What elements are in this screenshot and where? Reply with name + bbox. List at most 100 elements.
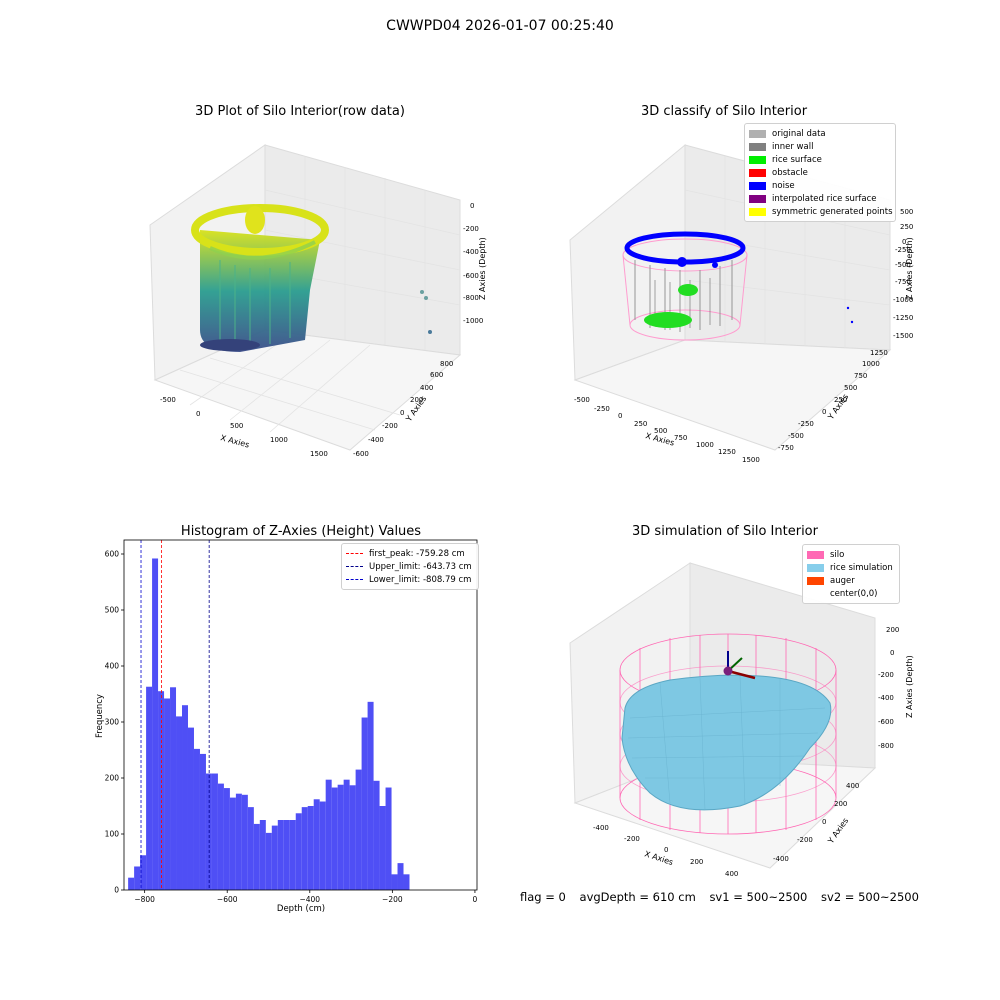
simulation-y-axis-label: Y Axies	[826, 816, 851, 846]
raw-z-tick: 0	[470, 202, 474, 210]
legend-label: inner wall	[772, 141, 814, 152]
legend-item: interpolated rice surface	[749, 192, 891, 205]
center-marker	[723, 666, 733, 676]
raw-y-tick: 800	[440, 360, 453, 368]
histogram-bar	[397, 863, 404, 890]
legend-item: inner wall	[749, 140, 891, 153]
legend-label: first_peak: -759.28 cm	[369, 548, 465, 559]
histogram-bar	[247, 807, 254, 890]
histogram-bar	[331, 787, 338, 890]
legend-swatch	[749, 194, 766, 203]
classify-x-tick: 1000	[696, 441, 714, 449]
histogram-y-ticks: 0 100 200 300 400 500 600	[105, 550, 124, 895]
histogram-bar	[373, 780, 380, 890]
simulation-3d-plot[interactable]: -400 -200 0 200 400 -400 -200 0 200 400 …	[560, 548, 930, 878]
histogram-chart[interactable]: −800 −600 −400 −200 0 0 100 200 300 400 500 600 De…	[80, 535, 490, 920]
histogram-bar	[337, 784, 344, 890]
raw-point-cloud	[191, 204, 432, 352]
status-line: flag = 0 avgDepth = 610 cm sv1 = 500~250…	[520, 890, 919, 904]
legend-line	[346, 566, 363, 567]
simulation-y-tick: 200	[834, 800, 847, 808]
classify-x-tick: 500	[654, 427, 667, 435]
legend-swatch	[749, 168, 766, 177]
floor-pane	[573, 339, 892, 451]
histogram-bar	[128, 877, 135, 890]
histogram-bar	[217, 783, 224, 890]
classify-x-tick: 1250	[718, 448, 736, 456]
legend-swatch	[807, 563, 824, 572]
histogram-y-axis-label: Frequency	[95, 694, 105, 738]
histogram-bar	[229, 797, 236, 890]
classify-z-tick: 250	[900, 223, 913, 231]
histogram-bar	[385, 787, 392, 890]
legend-swatch	[749, 207, 766, 216]
classify-x-tick: 0	[618, 412, 622, 420]
classify-z-tick: -750	[895, 278, 911, 286]
simulation-z-axis-label: Z Axies (Depth)	[905, 655, 914, 718]
histogram-legend: first_peak: -759.28 cm Upper_limit: -643…	[341, 543, 479, 590]
legend-label: Lower_limit: -808.79 cm	[369, 574, 472, 585]
simulation-x-axis-label: X Axies	[643, 849, 674, 867]
classify-y-tick: 0	[822, 408, 826, 416]
legend-label: symmetric generated points	[772, 206, 893, 217]
histogram-bar	[283, 820, 290, 890]
raw-x-tick: 500	[230, 422, 243, 430]
auger-line	[727, 669, 756, 680]
simulation-z-tick: -200	[878, 671, 894, 679]
legend-line	[346, 579, 363, 580]
raw-x-tick: 0	[196, 410, 200, 418]
simulation-tick-labels: -400 -200 0 200 400 -400 -200 0 200 400 …	[593, 626, 899, 878]
histogram-bar	[176, 716, 183, 890]
histogram-bar	[182, 705, 188, 890]
histogram-bar	[289, 820, 296, 890]
raw-y-tick: 400	[420, 384, 433, 392]
histogram-bar	[140, 855, 147, 890]
histogram-x-tick-label: 0	[473, 895, 478, 904]
histogram-x-tick-label: −200	[382, 895, 403, 904]
legend-swatch	[749, 129, 766, 138]
simulation-z-tick: -400	[878, 694, 894, 702]
panel-simulation-title: 3D simulation of Silo Interior	[632, 524, 818, 539]
histogram-bars	[128, 558, 410, 890]
histogram-bar	[295, 813, 302, 890]
raw-y-tick: 200	[410, 396, 423, 404]
simulation-z-tick: -600	[878, 718, 894, 726]
raw-z-tick: -1000	[463, 317, 483, 325]
panel-classify-title: 3D classify of Silo Interior	[640, 104, 808, 119]
raw-z-tick: -200	[463, 225, 479, 233]
raw-y-tick: -400	[368, 436, 384, 444]
classify-y-tick: 250	[834, 396, 847, 404]
legend-swatch	[807, 550, 824, 559]
simulation-x-tick: 200	[690, 858, 703, 866]
simulation-x-tick: -200	[624, 835, 640, 843]
raw-3d-plot[interactable]: -500 0 500 1000 1500 -600 -400 -200 0 20…	[130, 130, 490, 460]
classify-y-tick: 500	[844, 384, 857, 392]
classify-tick-labels: -500 -250 0 250 500 750 1000 1250 1500 -…	[574, 208, 913, 464]
histogram-bar	[152, 558, 159, 890]
status-sv1: sv1 = 500~2500	[709, 890, 808, 904]
legend-item: auger	[807, 574, 895, 587]
histogram-bar	[223, 788, 230, 890]
classify-y-tick: -500	[788, 432, 804, 440]
histogram-y-tick-label: 400	[105, 662, 120, 671]
histogram-bar	[367, 701, 374, 890]
classify-x-tick: -250	[594, 405, 610, 413]
histogram-bar	[343, 779, 350, 890]
classify-z-tick: 0	[902, 238, 906, 246]
histogram-bar	[164, 698, 171, 890]
simulation-z-tick: 0	[890, 649, 894, 657]
legend-label: center(0,0)	[830, 588, 878, 599]
simulation-x-tick: 400	[725, 870, 738, 878]
raw-z-tick: -800	[463, 294, 479, 302]
legend-label: auger	[830, 575, 855, 586]
histogram-bar	[301, 807, 308, 890]
status-sv2: sv2 = 500~2500	[821, 890, 919, 904]
legend-label: interpolated rice surface	[772, 193, 877, 204]
legend-item: original data	[749, 127, 891, 140]
legend-swatch	[749, 181, 766, 190]
classify-legend: original data inner wall rice surface ob…	[744, 123, 896, 222]
legend-item: Lower_limit: -808.79 cm	[346, 573, 474, 586]
legend-line	[346, 553, 363, 554]
classify-z-tick: 500	[900, 208, 913, 216]
raw-z-tick: -400	[463, 248, 479, 256]
